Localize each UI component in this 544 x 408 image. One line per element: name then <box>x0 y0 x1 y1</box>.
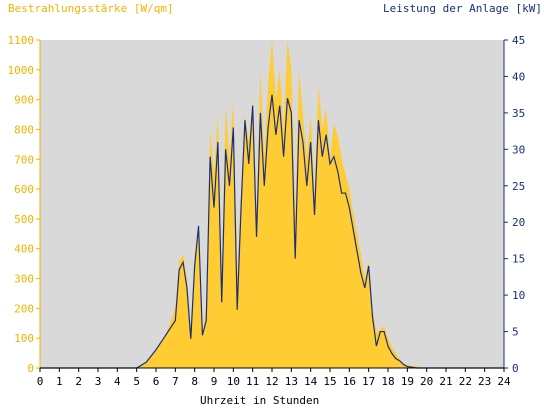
left-tick-label: 1000 <box>8 64 35 77</box>
left-tick-label: 700 <box>14 153 34 166</box>
x-tick-label: 15 <box>323 375 336 388</box>
x-tick-label: 1 <box>56 375 63 388</box>
right-tick-label: 25 <box>512 180 525 193</box>
x-tick-label: 9 <box>211 375 218 388</box>
x-axis-title: Uhrzeit in Stunden <box>200 394 320 407</box>
x-tick-label: 8 <box>191 375 198 388</box>
right-tick-label: 30 <box>512 143 525 156</box>
left-tick-label: 900 <box>14 94 34 107</box>
x-tick-label: 18 <box>381 375 394 388</box>
x-tick-label: 5 <box>133 375 140 388</box>
x-tick-label: 11 <box>246 375 259 388</box>
right-tick-label: 5 <box>512 326 519 339</box>
right-tick-label: 35 <box>512 107 525 120</box>
x-tick-label: 4 <box>114 375 121 388</box>
x-tick-label: 10 <box>227 375 240 388</box>
x-tick-label: 3 <box>95 375 102 388</box>
x-tick-label: 17 <box>362 375 375 388</box>
x-tick-label: 6 <box>153 375 160 388</box>
irradiance-area <box>136 40 427 368</box>
left-tick-label: 100 <box>14 332 34 345</box>
right-tick-label: 45 <box>512 34 525 47</box>
left-tick-label: 800 <box>14 123 34 136</box>
left-tick-label: 500 <box>14 213 34 226</box>
right-axis-title: Leistung der Anlage [kW] <box>383 2 542 15</box>
left-tick-label: 400 <box>14 243 34 256</box>
x-tick-label: 20 <box>420 375 433 388</box>
x-tick-label: 22 <box>459 375 472 388</box>
x-tick-label: 24 <box>497 375 511 388</box>
left-tick-label: 0 <box>27 362 34 375</box>
x-tick-label: 14 <box>304 375 318 388</box>
x-tick-label: 13 <box>285 375 298 388</box>
x-tick-label: 2 <box>75 375 82 388</box>
left-tick-label: 600 <box>14 183 34 196</box>
right-tick-label: 40 <box>512 70 525 83</box>
power-line <box>136 94 427 369</box>
x-tick-label: 12 <box>265 375 278 388</box>
x-tick-label: 7 <box>172 375 179 388</box>
x-tick-label: 21 <box>439 375 452 388</box>
right-tick-label: 10 <box>512 289 525 302</box>
left-tick-label: 200 <box>14 302 34 315</box>
x-tick-label: 23 <box>478 375 491 388</box>
x-tick-label: 19 <box>401 375 414 388</box>
right-tick-label: 15 <box>512 253 525 266</box>
right-tick-label: 0 <box>512 362 519 375</box>
right-tick-label: 20 <box>512 216 525 229</box>
left-axis-title: Bestrahlungsstärke [W/qm] <box>8 2 174 15</box>
left-tick-label: 300 <box>14 273 34 286</box>
x-tick-label: 0 <box>37 375 44 388</box>
left-tick-label: 1100 <box>8 34 35 47</box>
x-tick-label: 16 <box>343 375 356 388</box>
